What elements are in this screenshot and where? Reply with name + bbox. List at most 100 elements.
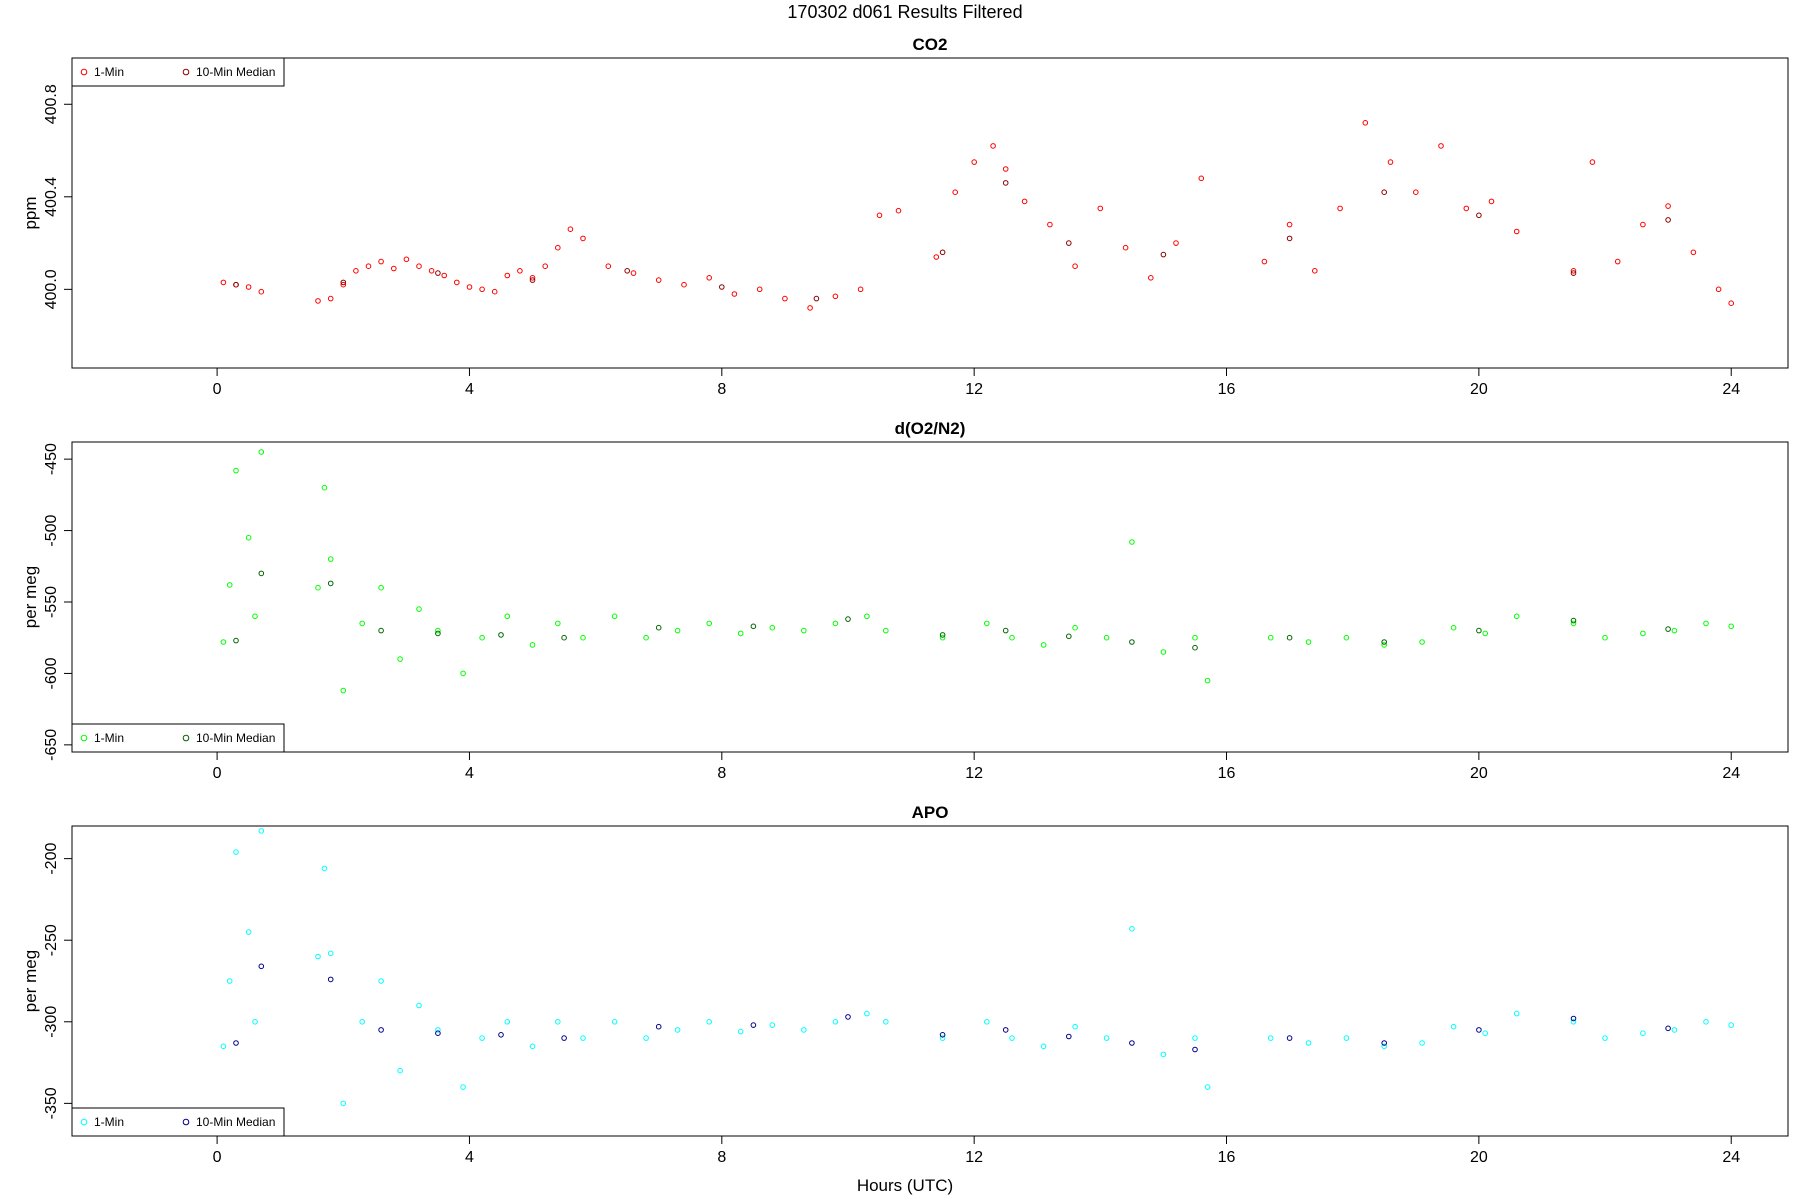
panel-title: CO2 — [913, 35, 948, 54]
one-min-point — [1690, 249, 1697, 256]
legend-marker — [182, 734, 190, 742]
one-min-point — [864, 613, 870, 620]
one-min-point — [1267, 634, 1274, 641]
one-min-point — [1047, 221, 1053, 228]
one-min-point — [1671, 1027, 1678, 1033]
legend-label: 1-Min — [94, 65, 124, 79]
median-point — [529, 277, 536, 283]
one-min-point — [876, 212, 883, 219]
median-point — [1381, 189, 1387, 195]
one-min-point — [1450, 1023, 1457, 1030]
legend-label: 10-Min Median — [196, 1115, 275, 1129]
one-min-point — [466, 284, 473, 290]
legend-label: 10-Min Median — [196, 731, 275, 745]
one-min-point — [1261, 258, 1268, 265]
x-tick-label: 0 — [213, 765, 222, 782]
median-point — [233, 1040, 239, 1046]
panel-title: APO — [912, 803, 949, 822]
median-point — [1381, 639, 1387, 645]
one-min-point — [1589, 159, 1596, 165]
y-axis-label: per meg — [21, 566, 40, 628]
y-tick-label: 400.8 — [43, 84, 60, 124]
data-points — [220, 828, 1734, 1107]
one-min-point — [353, 268, 359, 274]
one-min-point — [491, 288, 498, 295]
one-min-point — [895, 207, 902, 214]
legend-box — [71, 1107, 285, 1137]
median-point — [258, 963, 265, 970]
median-point — [327, 580, 334, 587]
one-min-point — [1482, 630, 1488, 637]
median-point — [1192, 1046, 1198, 1053]
one-min-point — [340, 1100, 347, 1107]
x-tick-label: 4 — [465, 381, 474, 398]
one-min-point — [643, 634, 649, 641]
one-min-point — [359, 1019, 366, 1025]
median-point — [845, 1014, 851, 1020]
median-point — [1002, 1027, 1009, 1033]
panel-1: CO2 0 4 8 12 16 20 24 400.0 400.4 400.8 ppm 1-Min 10-… — [21, 35, 1789, 398]
one-min-point — [378, 584, 384, 591]
one-min-point — [674, 1027, 681, 1033]
median-point — [1160, 251, 1167, 258]
one-min-point — [1192, 1035, 1198, 1041]
y-tick-label: -450 — [43, 443, 60, 475]
x-tick-label: 8 — [717, 765, 726, 782]
one-min-point — [258, 449, 265, 455]
median-point — [561, 634, 567, 641]
x-tick-label: 20 — [1470, 1149, 1488, 1166]
one-min-point — [1570, 1019, 1577, 1025]
one-min-point — [1614, 258, 1621, 265]
one-min-point — [1715, 286, 1722, 293]
one-min-point — [378, 978, 384, 984]
one-min-point — [1438, 143, 1444, 149]
panel-title: d(O2/N2) — [895, 419, 966, 438]
legend-marker — [80, 68, 88, 76]
one-min-point — [245, 929, 252, 935]
one-min-point — [1640, 630, 1646, 637]
one-min-point — [441, 272, 448, 279]
one-min-point — [1602, 1035, 1608, 1041]
y-tick-label: 400.4 — [43, 177, 60, 217]
one-min-point — [883, 627, 889, 634]
one-min-point — [1305, 1040, 1312, 1046]
one-min-point — [611, 613, 618, 620]
one-min-point — [365, 263, 372, 270]
one-min-point — [971, 159, 978, 165]
one-min-point — [1640, 221, 1646, 228]
x-tick-label: 24 — [1722, 381, 1740, 398]
one-min-point — [1703, 1019, 1709, 1025]
median-point — [939, 249, 946, 256]
one-min-point — [1097, 205, 1104, 212]
median-point — [498, 1032, 504, 1038]
one-min-point — [832, 1019, 839, 1025]
legend-box — [71, 57, 285, 87]
one-min-point — [801, 1027, 807, 1033]
one-min-point — [939, 634, 946, 641]
legend-marker — [182, 1118, 190, 1126]
median-point — [939, 632, 946, 638]
one-min-point — [1640, 1030, 1646, 1036]
median-point — [655, 1023, 662, 1030]
one-min-point — [1381, 1043, 1387, 1050]
one-min-point — [220, 639, 227, 645]
one-min-point — [435, 1027, 441, 1033]
one-min-point — [737, 630, 744, 637]
one-min-point — [428, 268, 435, 274]
one-min-point — [315, 298, 321, 304]
one-min-point — [1286, 221, 1293, 228]
one-min-point — [315, 953, 321, 960]
one-min-point — [737, 1028, 744, 1035]
median-point — [1381, 1040, 1387, 1046]
median-point — [1286, 235, 1293, 242]
legend-box — [71, 723, 285, 753]
one-min-point — [1419, 639, 1425, 645]
legend: 1-Min 10-Min Median — [71, 57, 285, 87]
one-min-point — [1103, 1035, 1110, 1041]
one-min-point — [1728, 623, 1734, 630]
one-min-point — [1482, 1030, 1488, 1036]
one-min-point — [1381, 642, 1387, 648]
one-min-point — [990, 143, 996, 149]
one-min-point — [1419, 1040, 1425, 1046]
one-min-point — [1160, 1051, 1167, 1058]
